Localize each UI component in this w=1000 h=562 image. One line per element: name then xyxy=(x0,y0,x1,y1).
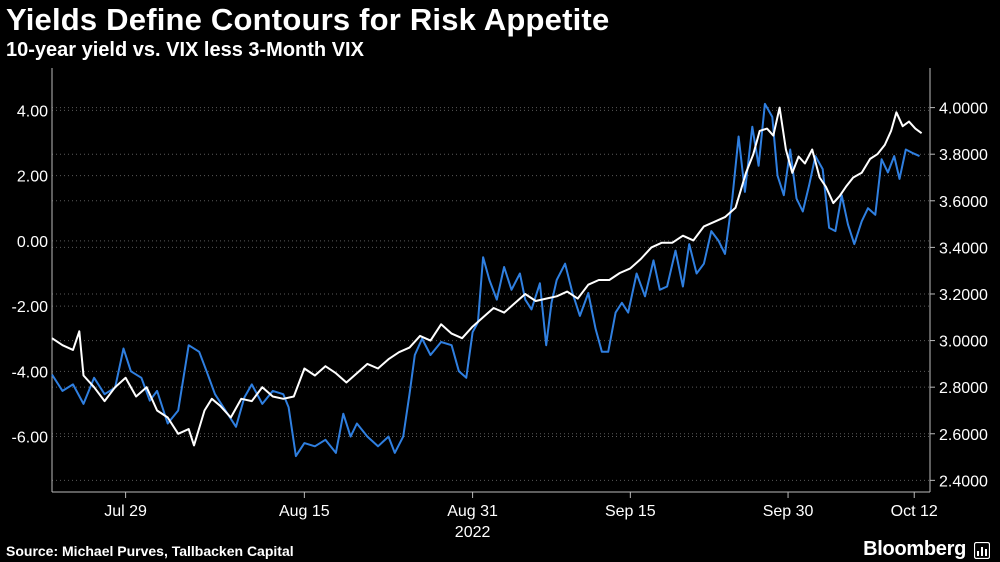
tick-labels: 4.00 2.00 0.00 -2.00 -4.00 -6.00 4.0000 3.8000 3… xyxy=(12,101,989,541)
x-tick-label: Oct 12 xyxy=(891,503,938,520)
x-tick-label: Jul 29 xyxy=(104,503,147,520)
x-year-label: 2022 xyxy=(455,524,491,541)
right-tick-label: 3.6000 xyxy=(939,194,988,211)
x-tick-label: Sep 30 xyxy=(763,503,814,520)
right-tick-label: 3.4000 xyxy=(939,240,988,257)
grid-lines xyxy=(52,107,930,481)
x-tick-label: Aug 15 xyxy=(279,503,330,520)
series-line-10yr-yield xyxy=(51,106,923,447)
bloomberg-logo: Bloomberg xyxy=(863,538,966,560)
right-tick-label: 2.4000 xyxy=(939,473,988,490)
right-tick-label: 3.0000 xyxy=(939,334,988,351)
left-tick-label: -4.00 xyxy=(12,364,49,381)
series-line-vix-spread xyxy=(51,102,920,458)
left-tick-label: 0.00 xyxy=(17,234,48,251)
right-tick-label: 4.0000 xyxy=(939,101,988,118)
left-tick-label: 2.00 xyxy=(17,169,48,186)
right-tick-label: 3.8000 xyxy=(939,147,988,164)
right-tick-label: 2.8000 xyxy=(939,380,988,397)
source-note: Source: Michael Purves, Tallbacken Capit… xyxy=(6,543,294,559)
x-tick-label: Sep 15 xyxy=(605,503,656,520)
left-tick-label: -2.00 xyxy=(12,299,49,316)
chart-subtitle: 10-year yield vs. VIX less 3-Month VIX xyxy=(6,39,364,61)
right-tick-label: 3.2000 xyxy=(939,287,988,304)
right-tick-label: 2.6000 xyxy=(939,427,988,444)
x-tick-label: Aug 31 xyxy=(447,503,498,520)
chart-title: Yields Define Contours for Risk Appetite xyxy=(6,2,610,37)
left-tick-label: -6.00 xyxy=(12,430,49,447)
bloomberg-chart-icon xyxy=(974,542,990,559)
left-tick-label: 4.00 xyxy=(17,103,48,120)
series-lines xyxy=(51,102,923,458)
chart-axes xyxy=(51,68,935,498)
